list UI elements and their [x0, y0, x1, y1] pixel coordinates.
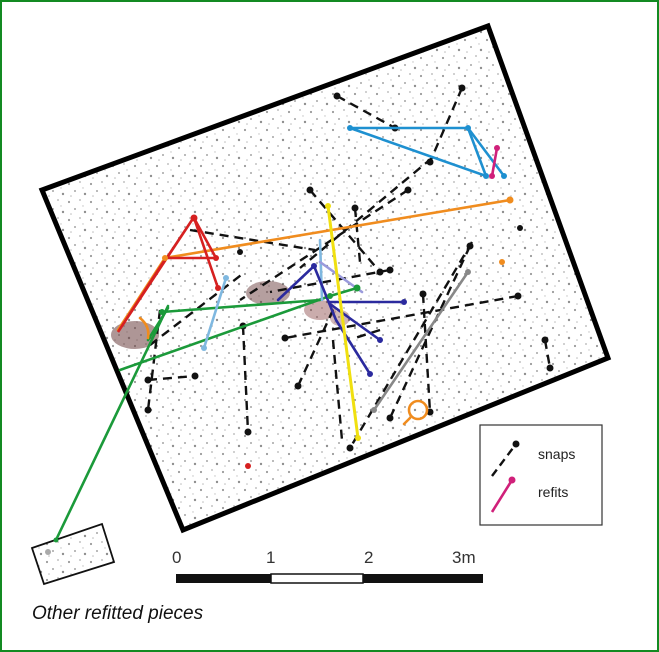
snap-points: [144, 84, 554, 452]
scale-label-1: 1: [266, 548, 276, 567]
legend-refits-label: refits: [538, 484, 569, 500]
legend-box: [479, 424, 603, 526]
legend-refits-marker: [508, 476, 516, 484]
scale-bar: [176, 573, 483, 584]
scale-label-0: 0: [172, 548, 182, 567]
caption: Other refitted pieces: [32, 603, 204, 624]
excavation-area: [38, 22, 612, 534]
scale-label-2: 2: [364, 548, 374, 567]
legend-refits-line: [490, 479, 514, 513]
legend-snaps-line: [491, 443, 517, 477]
refit-points: [159, 125, 514, 469]
scale-label-3m: 3m: [452, 548, 476, 567]
legend-snaps-label: snaps: [538, 446, 576, 462]
other-pieces-box: [30, 522, 116, 586]
legend-snaps-marker: [512, 440, 520, 448]
